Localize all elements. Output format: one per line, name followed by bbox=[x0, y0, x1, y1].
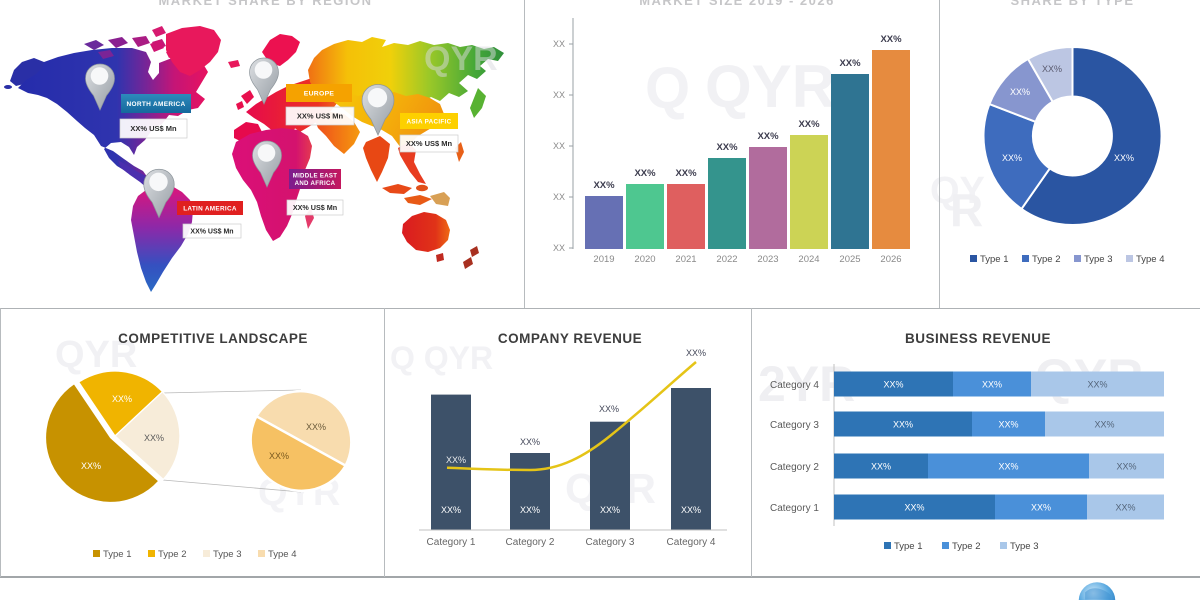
svg-text:2021: 2021 bbox=[675, 254, 696, 265]
svg-text:XX%: XX% bbox=[81, 461, 101, 471]
svg-text:XX%: XX% bbox=[880, 34, 902, 45]
svg-text:XX: XX bbox=[553, 90, 565, 100]
svg-text:Type 1: Type 1 bbox=[980, 254, 1009, 265]
svg-text:XX%: XX% bbox=[798, 119, 820, 130]
svg-text:Category 2: Category 2 bbox=[770, 462, 819, 473]
svg-text:XX%: XX% bbox=[1116, 462, 1136, 472]
svg-text:COMPETITIVE LANDSCAPE: COMPETITIVE LANDSCAPE bbox=[118, 331, 308, 346]
svg-text:XX%: XX% bbox=[1115, 503, 1135, 513]
svg-text:XX%: XX% bbox=[600, 505, 620, 515]
svg-text:Category 3: Category 3 bbox=[586, 537, 635, 548]
svg-text:XX% US$ Mn: XX% US$ Mn bbox=[293, 203, 337, 212]
svg-text:XX%: XX% bbox=[446, 455, 466, 465]
svg-text:Type 3: Type 3 bbox=[1010, 541, 1039, 552]
svg-text:2019: 2019 bbox=[593, 254, 614, 265]
svg-text:AND AFRICA: AND AFRICA bbox=[295, 180, 336, 187]
svg-text:XX%: XX% bbox=[306, 422, 326, 432]
svg-text:2024: 2024 bbox=[798, 254, 819, 265]
svg-text:XX%: XX% bbox=[675, 168, 697, 179]
svg-text:XX%: XX% bbox=[1094, 420, 1114, 430]
svg-text:ASIA PACIFIC: ASIA PACIFIC bbox=[407, 118, 452, 125]
svg-text:XX%: XX% bbox=[112, 394, 132, 404]
svg-text:XX%: XX% bbox=[599, 404, 619, 414]
svg-text:XX%: XX% bbox=[871, 462, 891, 472]
svg-text:XX%: XX% bbox=[269, 451, 289, 461]
svg-text:EUROPE: EUROPE bbox=[304, 90, 335, 97]
svg-text:NORTH AMERICA: NORTH AMERICA bbox=[127, 101, 186, 108]
svg-text:XX%: XX% bbox=[634, 168, 656, 179]
svg-text:COMPANY REVENUE: COMPANY REVENUE bbox=[498, 331, 642, 346]
svg-text:2025: 2025 bbox=[839, 254, 860, 265]
svg-text:XX: XX bbox=[553, 192, 565, 202]
svg-text:XX% US$ Mn: XX% US$ Mn bbox=[190, 229, 233, 236]
svg-text:XX%: XX% bbox=[982, 380, 1002, 390]
svg-text:Type 3: Type 3 bbox=[1084, 254, 1113, 265]
svg-text:XX%: XX% bbox=[1031, 503, 1051, 513]
svg-text:XX%: XX% bbox=[1114, 153, 1134, 163]
svg-text:BUSINESS REVENUE: BUSINESS REVENUE bbox=[905, 331, 1051, 346]
svg-text:Type 4: Type 4 bbox=[1136, 254, 1165, 265]
svg-text:Category 4: Category 4 bbox=[770, 380, 819, 391]
svg-text:XX%: XX% bbox=[839, 58, 861, 69]
svg-text:XX% US$ Mn: XX% US$ Mn bbox=[297, 112, 344, 121]
svg-text:Type 2: Type 2 bbox=[952, 541, 981, 552]
svg-text:2020: 2020 bbox=[634, 254, 655, 265]
svg-text:XX: XX bbox=[553, 39, 565, 49]
svg-text:XX% US$ Mn: XX% US$ Mn bbox=[130, 124, 177, 133]
svg-text:2023: 2023 bbox=[757, 254, 778, 265]
svg-text:Type 4: Type 4 bbox=[268, 549, 297, 560]
svg-text:Type 2: Type 2 bbox=[158, 549, 187, 560]
svg-text:XX%: XX% bbox=[1010, 87, 1030, 97]
svg-text:XX%: XX% bbox=[144, 433, 164, 443]
svg-text:Category 1: Category 1 bbox=[427, 537, 476, 548]
svg-text:XX%: XX% bbox=[441, 505, 461, 515]
svg-text:Type 1: Type 1 bbox=[894, 541, 923, 552]
svg-text:LATIN AMERICA: LATIN AMERICA bbox=[183, 205, 237, 212]
svg-text:XX%: XX% bbox=[904, 503, 924, 513]
svg-text:XX%: XX% bbox=[998, 462, 1018, 472]
svg-text:Type 2: Type 2 bbox=[1032, 254, 1061, 265]
svg-text:MIDDLE EAST: MIDDLE EAST bbox=[293, 172, 338, 179]
svg-text:XX%: XX% bbox=[1002, 153, 1022, 163]
svg-text:XX%: XX% bbox=[757, 131, 779, 142]
svg-text:XX%: XX% bbox=[686, 348, 706, 358]
svg-text:XX%: XX% bbox=[716, 142, 738, 153]
svg-text:XX%: XX% bbox=[681, 505, 701, 515]
svg-text:Category 3: Category 3 bbox=[770, 420, 819, 431]
svg-text:XX%: XX% bbox=[593, 180, 615, 191]
svg-text:XX%: XX% bbox=[1042, 64, 1062, 74]
svg-text:XX%: XX% bbox=[520, 505, 540, 515]
svg-text:XX%: XX% bbox=[998, 420, 1018, 430]
svg-text:Category 1: Category 1 bbox=[770, 503, 819, 514]
svg-text:XX: XX bbox=[553, 243, 565, 253]
svg-text:XX% US$ Mn: XX% US$ Mn bbox=[406, 139, 453, 148]
svg-text:2022: 2022 bbox=[716, 254, 737, 265]
svg-text:XX: XX bbox=[553, 141, 565, 151]
svg-text:XX%: XX% bbox=[883, 380, 903, 390]
svg-text:Category 4: Category 4 bbox=[667, 537, 716, 548]
svg-text:Type 1: Type 1 bbox=[103, 549, 132, 560]
svg-text:XX%: XX% bbox=[893, 420, 913, 430]
svg-text:XX%: XX% bbox=[520, 437, 540, 447]
svg-text:2026: 2026 bbox=[880, 254, 901, 265]
svg-text:XX%: XX% bbox=[1087, 380, 1107, 390]
svg-text:Type 3: Type 3 bbox=[213, 549, 242, 560]
svg-text:Category 2: Category 2 bbox=[506, 537, 555, 548]
